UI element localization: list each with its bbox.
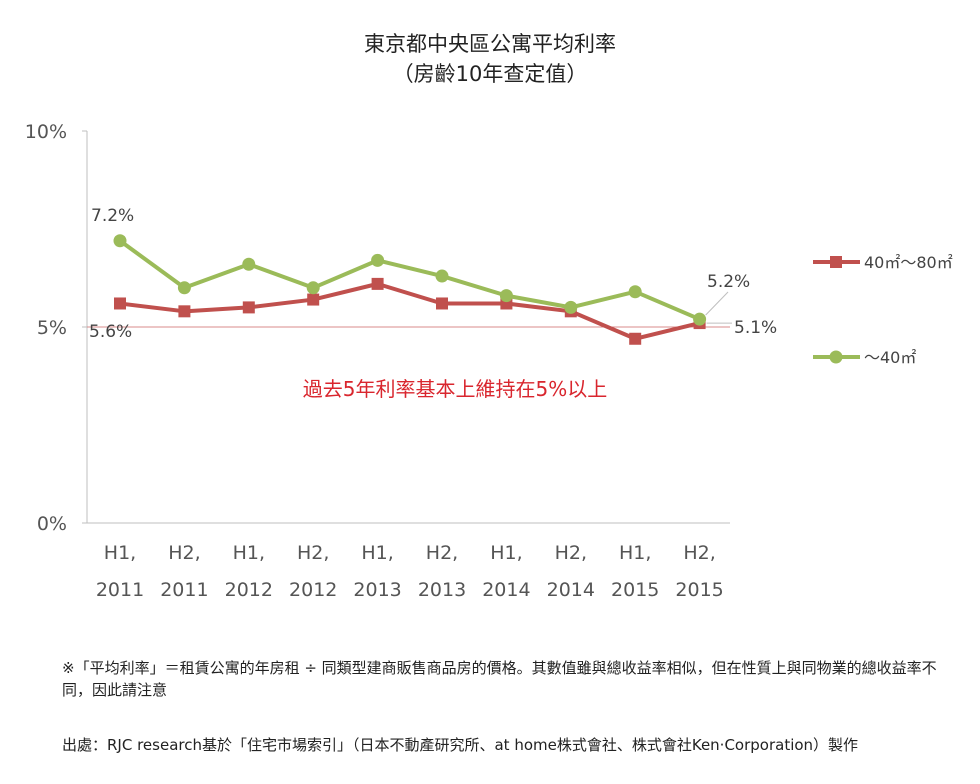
series-marker-square bbox=[178, 305, 191, 318]
footnote-definition: ※「平均利率」＝租賃公寓的年房租 ÷ 同類型建商販售商品房的價格。其數值雖與總收… bbox=[62, 659, 937, 699]
x-tick-label-line2: 2013 bbox=[353, 579, 401, 601]
series-marker-circle bbox=[177, 281, 191, 295]
series-marker-circle bbox=[242, 257, 256, 271]
x-tick-label-line1: H1, bbox=[490, 542, 522, 564]
x-tick-label-line2: 2011 bbox=[96, 579, 144, 601]
series-line-1 bbox=[118, 239, 701, 321]
series-marker-square bbox=[307, 293, 320, 306]
x-tick-label-line1: H2, bbox=[426, 542, 458, 564]
legend-marker-square bbox=[830, 256, 842, 268]
x-tick-label-line2: 2014 bbox=[547, 579, 595, 601]
series-line-0 bbox=[119, 281, 701, 341]
data-label-first-green: 7.2% bbox=[91, 206, 134, 226]
x-tick-label-line1: H1, bbox=[233, 542, 265, 564]
x-tick-label-line2: 2012 bbox=[225, 579, 273, 601]
y-tick-label: 0% bbox=[37, 513, 67, 535]
legend-label-0: 40㎡～80㎡ bbox=[864, 253, 953, 272]
series-marker-circle bbox=[306, 281, 320, 295]
x-tick-label-line2: 2013 bbox=[418, 579, 466, 601]
series-marker-square bbox=[371, 277, 384, 290]
x-tick-label-line1: H2, bbox=[168, 542, 200, 564]
line-chart: 0% 5% 10% H1, 2011 H2, 2011 H1, 2012 H2, 2012 H1, 20… bbox=[25, 121, 953, 601]
y-tick-label: 10% bbox=[25, 121, 67, 143]
data-label-last-green: 5.2% bbox=[707, 272, 750, 292]
chart-title: 東京都中央區公寓平均利率 bbox=[364, 32, 616, 56]
annotation-text: 過去5年利率基本上維持在5%以上 bbox=[303, 377, 607, 401]
series-marker-circle bbox=[499, 289, 513, 303]
x-tick-label-line1: H2, bbox=[555, 542, 587, 564]
series-marker-square bbox=[114, 297, 126, 310]
series-marker-circle bbox=[113, 234, 127, 248]
legend-marker-circle bbox=[829, 350, 843, 364]
series-marker-square bbox=[436, 297, 448, 310]
x-tick-label-line1: H1, bbox=[361, 542, 393, 564]
x-tick-label-line2: 2015 bbox=[675, 579, 723, 601]
footnote-source: 出處：RJC research基於「住宅市場索引」（日本不動產研究所、at ho… bbox=[62, 736, 859, 754]
series-marker-circle bbox=[564, 300, 578, 314]
series-marker-square bbox=[242, 301, 255, 314]
x-tick-label-line1: H2, bbox=[297, 542, 329, 564]
x-tick-label-line2: 2012 bbox=[289, 579, 337, 601]
x-tick-label-line1: H1, bbox=[619, 542, 651, 564]
series-marker-circle bbox=[371, 253, 385, 267]
series-marker-circle bbox=[693, 312, 707, 326]
x-tick-label-line2: 2014 bbox=[482, 579, 530, 601]
x-tick-label-line2: 2011 bbox=[160, 579, 208, 601]
y-tick-label: 5% bbox=[37, 317, 67, 339]
x-tick-label-line2: 2015 bbox=[611, 579, 659, 601]
data-label-first-red: 5.6% bbox=[89, 322, 132, 342]
leader-line-green bbox=[705, 291, 729, 316]
series-marker-circle bbox=[628, 285, 642, 299]
data-label-last-red: 5.1% bbox=[734, 318, 777, 338]
series-marker-circle bbox=[435, 269, 449, 283]
series-marker-square bbox=[629, 332, 642, 345]
chart-subtitle: （房齡10年查定值） bbox=[392, 62, 588, 86]
x-tick-label-line1: H2, bbox=[683, 542, 715, 564]
x-tick-label-line1: H1, bbox=[104, 542, 136, 564]
legend-label-1: ～40㎡ bbox=[864, 348, 916, 367]
